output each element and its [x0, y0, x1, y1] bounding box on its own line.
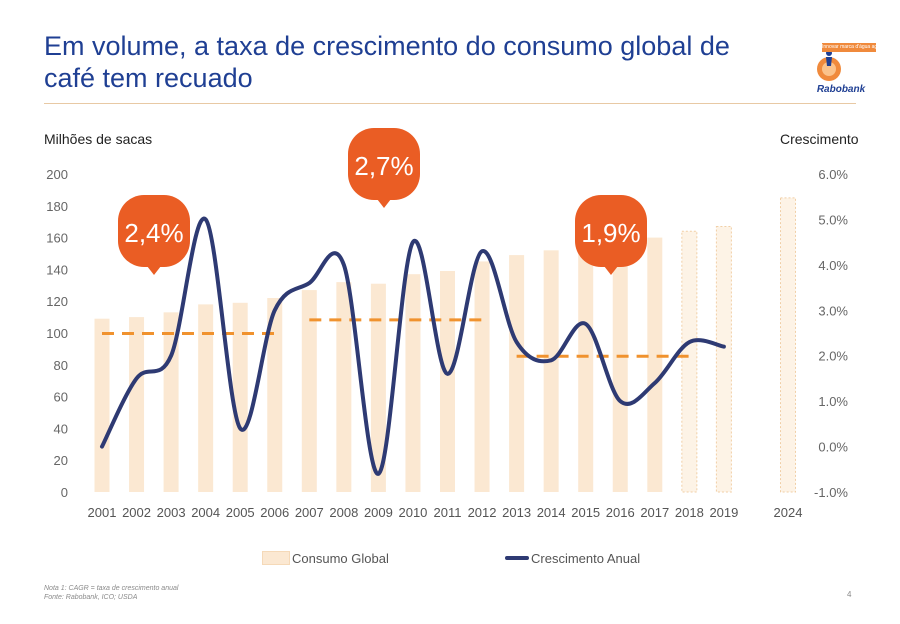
footnote-source: Fonte: Rabobank, ICO; USDA: [44, 594, 138, 601]
y-tick-label: 0: [61, 485, 68, 500]
page-number: 4: [847, 590, 852, 599]
x-tick-label: 2001: [88, 505, 117, 520]
y-tick-label: 200: [46, 167, 68, 182]
bar-2013: [509, 255, 525, 492]
y-tick-label: 120: [46, 294, 68, 309]
y-tick-label: 100: [46, 326, 68, 341]
legend-bar-swatch: [262, 551, 290, 565]
y-axis-title: Milhões de sacas: [44, 131, 153, 147]
logo-tagline: Innovar marca d'água agora: [822, 43, 876, 52]
callout-label: 1,9%: [581, 218, 640, 248]
x-tick-label: 2009: [364, 505, 393, 520]
x-tick-label: 2017: [640, 505, 669, 520]
y2-tick-label: 1.0%: [818, 394, 848, 409]
bar-2024: [780, 197, 796, 493]
callout-pointer: [147, 266, 161, 275]
cagr-callout-1: 2,4%: [118, 195, 190, 275]
page-title: Em volume, a taxa de crescimento do cons…: [44, 31, 730, 93]
legend-crescimento: Crescimento Anual: [505, 550, 641, 566]
x-tick-label: 2008: [329, 505, 358, 520]
callout-label: 2,4%: [124, 218, 183, 248]
bar-2017: [647, 237, 663, 492]
y-tick-label: 180: [46, 199, 68, 214]
growth-line: [100, 216, 726, 476]
bar-2004: [198, 304, 214, 492]
y2-tick-label: 2.0%: [818, 349, 848, 364]
y2-tick-label: 3.0%: [818, 303, 848, 318]
callout-bubble: [575, 195, 647, 267]
bar-2007: [301, 290, 317, 492]
x-tick-label: 2002: [122, 505, 151, 520]
bar-2014: [543, 250, 559, 492]
footnote-note: Nota 1: CAGR = taxa de crescimento anual: [44, 585, 179, 592]
x-tick-label: 2003: [157, 505, 186, 520]
bar-2002: [129, 317, 145, 492]
callout-bubble: [348, 128, 420, 200]
bar-2012: [474, 261, 490, 492]
x-tick-label: 2004: [191, 505, 220, 520]
legend-consumo-label: Consumo Global: [292, 550, 389, 566]
y2-axis-title: Crescimento: [780, 131, 859, 147]
callout-pointer: [377, 199, 391, 208]
x-tick-label: 2014: [537, 505, 566, 520]
x-tick-label: 2012: [468, 505, 497, 520]
consumption-chart: 2,4% 2,7% 1,9% 0 20 40 60 80 100 120 140 160 180 200…: [46, 128, 848, 520]
legend-line-swatch: [505, 556, 529, 560]
bar-2015: [578, 245, 594, 492]
callout-label: 2,7%: [354, 151, 413, 181]
logo-name: Rabobank: [816, 84, 866, 95]
x-tick-label: 2011: [434, 505, 462, 520]
bar-2016: [612, 240, 628, 492]
cagr-callout-2: 2,7%: [348, 128, 420, 208]
y-tick-label: 160: [46, 231, 68, 246]
y2-tick-label: 6.0%: [818, 167, 848, 182]
bar-2009: [370, 283, 386, 492]
callout-bubble: [118, 195, 190, 267]
x-tick-label: 2007: [295, 505, 324, 520]
bar-2001: [94, 318, 110, 492]
y2-tick-label: 4.0%: [818, 258, 848, 273]
x-tick-label: 2015: [571, 505, 600, 520]
bar-2008: [336, 282, 352, 492]
rabobank-logo: Innovar marca d'água agora Rabobank: [806, 36, 876, 100]
bar-2011: [440, 270, 455, 492]
x-tick-label: 2016: [606, 505, 635, 520]
x-tick-label: 2005: [226, 505, 255, 520]
title-divider: [44, 103, 856, 104]
bar-2019: [715, 225, 732, 493]
y-tick-label: 20: [54, 453, 68, 468]
bar-2003: [163, 312, 179, 492]
cagr-callout-3: 1,9%: [575, 195, 647, 275]
legend-consumo: Consumo Global: [262, 550, 389, 566]
bar-2006: [267, 298, 283, 492]
x-tick-label: 2019: [709, 505, 738, 520]
x-tick-label: 2024: [774, 505, 803, 520]
y-tick-label: 140: [46, 262, 68, 277]
bar-2018: [681, 230, 698, 493]
y-tick-label: 80: [54, 358, 68, 373]
x-tick-label: 2006: [260, 505, 289, 520]
x-tick-label: 2010: [398, 505, 427, 520]
x-tick-label: 2018: [675, 505, 704, 520]
y2-tick-label: 5.0%: [818, 212, 848, 227]
y-tick-label: 60: [54, 390, 68, 405]
footnote: Nota 1: CAGR = taxa de crescimento anual…: [44, 584, 178, 602]
bar-2010: [405, 274, 421, 492]
legend-crescimento-label: Crescimento Anual: [531, 550, 641, 566]
x-tick-label: 2013: [502, 505, 531, 520]
bar-2005: [232, 302, 248, 492]
y-tick-label: 40: [54, 421, 68, 436]
callout-pointer: [604, 266, 618, 275]
y2-tick-label: 0.0%: [818, 440, 848, 455]
y2-tick-label: -1.0%: [814, 485, 848, 500]
